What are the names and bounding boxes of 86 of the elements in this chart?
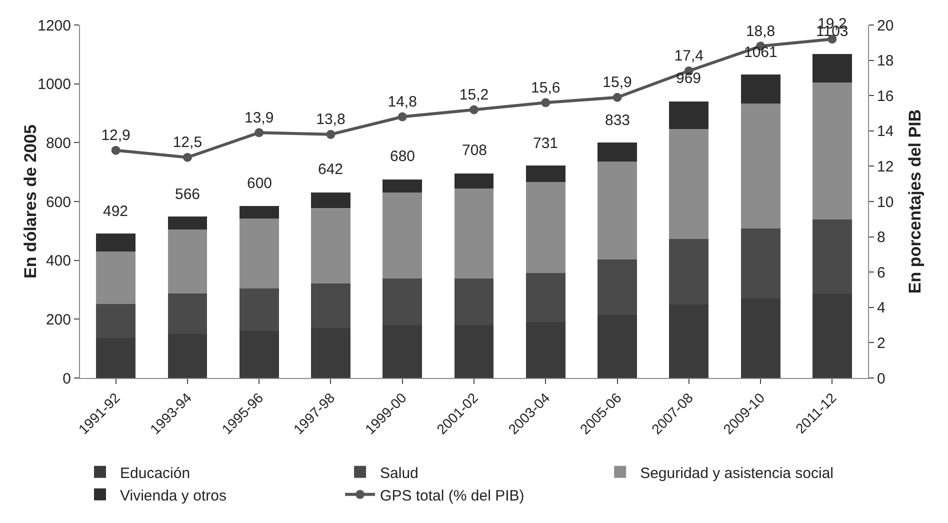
bar xyxy=(526,166,566,182)
y-tick-label: 1200 xyxy=(38,17,71,34)
y2-tick-label: 2 xyxy=(877,334,886,352)
bar xyxy=(598,161,637,260)
bar xyxy=(740,74,780,104)
bar xyxy=(669,238,709,304)
y-axis-title: En dólares de 2005 xyxy=(21,124,40,279)
bar xyxy=(311,192,350,208)
bar xyxy=(239,218,279,289)
bar xyxy=(96,252,136,304)
bar xyxy=(239,288,279,331)
y-tick-label: 600 xyxy=(46,194,71,211)
legend-label: Vivienda y otros xyxy=(120,487,226,504)
bar xyxy=(740,228,780,299)
annotation: 680 xyxy=(390,148,416,165)
y2-tick-label: 16 xyxy=(877,88,894,105)
bar xyxy=(311,283,350,328)
bar xyxy=(168,229,208,294)
data-label: 14,8 xyxy=(388,93,417,110)
point xyxy=(470,105,478,114)
bar xyxy=(812,220,852,294)
point xyxy=(398,112,407,122)
data-label: 15,6 xyxy=(531,79,560,96)
y-tick-label: 0 xyxy=(62,370,71,388)
y2-tick-label: 0 xyxy=(877,370,886,388)
point xyxy=(182,152,192,162)
data-label: 18,8 xyxy=(746,22,776,40)
y2-tick-label: 20 xyxy=(877,17,894,34)
y2-tick-label: 6 xyxy=(877,264,886,282)
bar xyxy=(598,259,637,315)
bar xyxy=(311,208,350,284)
legend-label: GPS total (% del PIB) xyxy=(380,487,524,504)
y2-tick-label: 18 xyxy=(877,52,894,70)
bar xyxy=(598,142,637,162)
y2-tick-label: 12 xyxy=(877,158,894,176)
annotation: 642 xyxy=(318,161,344,178)
bar xyxy=(382,192,422,278)
bar xyxy=(96,304,136,338)
bar xyxy=(382,278,422,326)
bar xyxy=(669,101,709,129)
y-tick-label: 1000 xyxy=(38,76,71,94)
y2-axis-title: En porcentajes del PIB xyxy=(906,109,924,294)
bar xyxy=(526,272,566,322)
bar xyxy=(239,206,279,218)
y2-tick-label: 8 xyxy=(877,229,886,246)
data-label: 12,5 xyxy=(172,134,202,152)
y-tick-label: 800 xyxy=(46,134,71,152)
bar xyxy=(454,278,494,326)
data-label: 13,9 xyxy=(244,109,274,126)
y2-tick-label: 4 xyxy=(877,300,886,317)
bar xyxy=(740,103,780,229)
annotation: 708 xyxy=(462,142,488,159)
bar xyxy=(96,234,136,252)
data-label: 15,9 xyxy=(602,74,632,91)
bar xyxy=(382,179,422,192)
point xyxy=(326,130,336,139)
annotation: 833 xyxy=(605,112,630,129)
y-tick-label: 200 xyxy=(46,311,71,328)
y2-tick-label: 14 xyxy=(877,123,894,140)
legend-label: Educación xyxy=(120,464,190,482)
bar xyxy=(812,82,852,220)
bar xyxy=(812,54,852,83)
legend-label: Seguridad y asistencia social xyxy=(640,464,834,482)
annotation: 492 xyxy=(103,203,128,220)
annotation: 1061 xyxy=(744,44,778,61)
annotation: 600 xyxy=(247,175,272,192)
legend-label: Salud xyxy=(380,464,418,482)
bar xyxy=(526,182,566,273)
point xyxy=(612,92,622,102)
bar xyxy=(168,294,208,334)
y-tick-label: 400 xyxy=(46,252,71,270)
data-label: 13,8 xyxy=(316,111,346,128)
bar xyxy=(168,216,208,230)
point xyxy=(541,98,550,108)
annotation: 731 xyxy=(533,135,558,152)
annotation: 969 xyxy=(676,70,702,87)
annotation: 566 xyxy=(175,186,200,203)
bar xyxy=(669,128,709,239)
point xyxy=(111,146,120,155)
point xyxy=(254,128,264,138)
y2-tick-label: 10 xyxy=(877,194,894,211)
data-label: 17,4 xyxy=(674,48,704,65)
bar xyxy=(454,173,494,188)
data-label: 15,2 xyxy=(459,86,489,104)
bar xyxy=(454,188,494,278)
data-label: 12,9 xyxy=(101,126,130,144)
